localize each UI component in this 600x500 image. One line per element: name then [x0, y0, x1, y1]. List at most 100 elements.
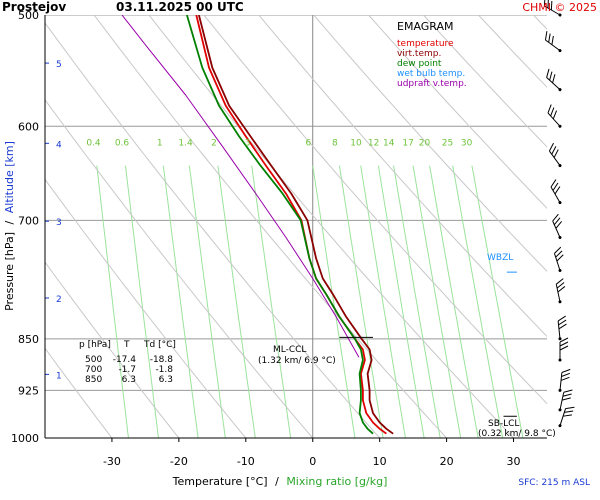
wind-barb-dot — [558, 88, 562, 92]
pressure-tick-label: 1000 — [11, 432, 39, 445]
temp-tick-label: 10 — [373, 455, 387, 468]
wind-barb — [558, 368, 571, 392]
wind-barb-flag — [555, 278, 564, 285]
wind-barb-staff — [546, 77, 561, 90]
mixing-ratio-line — [162, 165, 199, 438]
wind-barb-flag — [559, 345, 569, 351]
wind-barb-dot — [558, 201, 562, 205]
temp-tick-label: -30 — [103, 455, 121, 468]
wind-barb-flag — [557, 315, 566, 322]
wind-barb — [553, 246, 564, 272]
mixing-ratio-label: 1.4 — [178, 138, 193, 148]
temp-tick-label: 30 — [507, 455, 521, 468]
temp-tick-label: -20 — [170, 455, 188, 468]
wind-barb-staff — [545, 39, 561, 52]
mixing-ratio-line — [251, 165, 292, 438]
wind-barb-staff — [559, 372, 563, 391]
wind-barb-flag — [544, 31, 548, 41]
pressure-tick-label: 925 — [18, 384, 39, 397]
temp-tick-label: 0 — [309, 455, 316, 468]
wind-barb-dot — [558, 337, 562, 341]
wind-barb — [558, 389, 573, 412]
wind-barb-dot — [558, 164, 562, 168]
ml-ccl-detail: (1.32 km/ 6.9 °C) — [258, 356, 336, 366]
legend-title: EMAGRAM — [397, 20, 454, 33]
wind-barb-flag — [561, 372, 571, 377]
x-axis-label-temp: Temperature [°C] — [172, 475, 268, 488]
table-header-td: Td [°C] — [143, 340, 176, 350]
temp-tick-label: -10 — [237, 455, 255, 468]
altitude-tick-label: 3 — [56, 218, 62, 228]
sb-lcl-detail: (0.32 km/ 9.8 °C) — [478, 429, 556, 439]
wind-barb-flag — [552, 213, 559, 222]
wbzl-label: WBZL — [487, 253, 513, 263]
ml-ccl-label: ML-CCL — [273, 345, 306, 355]
wind-barb — [558, 337, 569, 362]
wind-barb-flag — [550, 107, 555, 117]
mixing-ratio-label: 0.4 — [86, 138, 101, 148]
wind-barb-staff — [552, 220, 561, 238]
table-cell: -1.7 — [118, 365, 136, 375]
dry-adiabat-line — [258, 15, 547, 338]
wind-barb-dot — [558, 124, 562, 128]
altitude-tick-label: 1 — [56, 371, 62, 381]
legend-item-updraft: udpraft v.temp. — [397, 79, 467, 89]
dry-adiabat-line — [588, 15, 600, 438]
series-line-virt-temp- — [198, 15, 394, 435]
mixing-ratio-line — [471, 165, 524, 438]
wind-barb-flag — [552, 110, 558, 120]
wind-barb-flag — [562, 393, 572, 397]
legend-item-dew-point: dew point — [397, 59, 442, 69]
wind-barb-dot — [558, 236, 562, 239]
pressure-tick-label: 700 — [18, 214, 39, 227]
wind-barb-flag — [559, 341, 569, 347]
dry-adiabat-line — [45, 347, 113, 438]
wind-barb-staff — [549, 150, 561, 166]
mixing-ratio-label: 3 — [245, 138, 251, 148]
wind-barb-flag — [565, 406, 575, 410]
temp-tick-label: 20 — [440, 455, 454, 468]
wind-barb-flag — [546, 68, 550, 78]
wind-barb-flag — [558, 323, 567, 330]
dry-adiabat-line — [93, 15, 447, 438]
wind-barb-flag — [555, 250, 563, 258]
wind-barb-flag — [547, 0, 549, 9]
wind-barb-flag — [564, 410, 574, 413]
pressure-tick-label: 850 — [18, 333, 39, 346]
wind-barb-flag — [548, 33, 551, 43]
wind-barb-staff — [559, 392, 565, 411]
dry-adiabat-line — [45, 98, 314, 438]
wind-barb-flag — [556, 282, 565, 289]
table-header-t: T — [123, 340, 130, 350]
table-cell: 700 — [85, 365, 102, 375]
series-line-udpraft-v-temp- — [121, 15, 360, 358]
wind-barb-flag — [560, 376, 570, 381]
mixing-ratio-line — [360, 165, 406, 438]
datetime: 03.11.2025 00 UTC — [116, 0, 244, 14]
x-axis-label-mix: Mixing ratio [g/kg] — [286, 475, 387, 488]
table-cell: -1.8 — [155, 365, 173, 375]
wind-barb-dot — [558, 358, 562, 362]
wind-barb-flag — [547, 104, 552, 114]
legend-item-virt-temp: virt.temp. — [397, 49, 441, 59]
wind-barb-flag — [554, 246, 562, 254]
wind-barb — [548, 142, 562, 168]
wind-barb-flag — [553, 217, 561, 226]
mixing-ratio-line — [393, 165, 441, 438]
mixing-ratio-label: 6 — [306, 138, 312, 148]
wind-barb-staff — [550, 186, 561, 203]
wind-barb — [550, 179, 562, 205]
table-cell: 6.3 — [122, 375, 136, 385]
table-cell: 850 — [85, 375, 102, 385]
wind-barb-dot — [558, 300, 562, 304]
y-axis-label-sep: / — [3, 220, 16, 224]
legend-item-temperature: temperature — [397, 39, 454, 49]
dry-adiabat-line — [45, 178, 247, 438]
table-cell: -17.4 — [113, 355, 137, 365]
wind-barb-dot — [558, 408, 562, 412]
wind-barb-flag — [563, 414, 573, 417]
y-axis-title: Pressure [hPa] / Altitude [km] — [3, 141, 16, 311]
wind-barb-flag — [550, 1, 553, 11]
wind-barb-flag — [551, 35, 554, 45]
